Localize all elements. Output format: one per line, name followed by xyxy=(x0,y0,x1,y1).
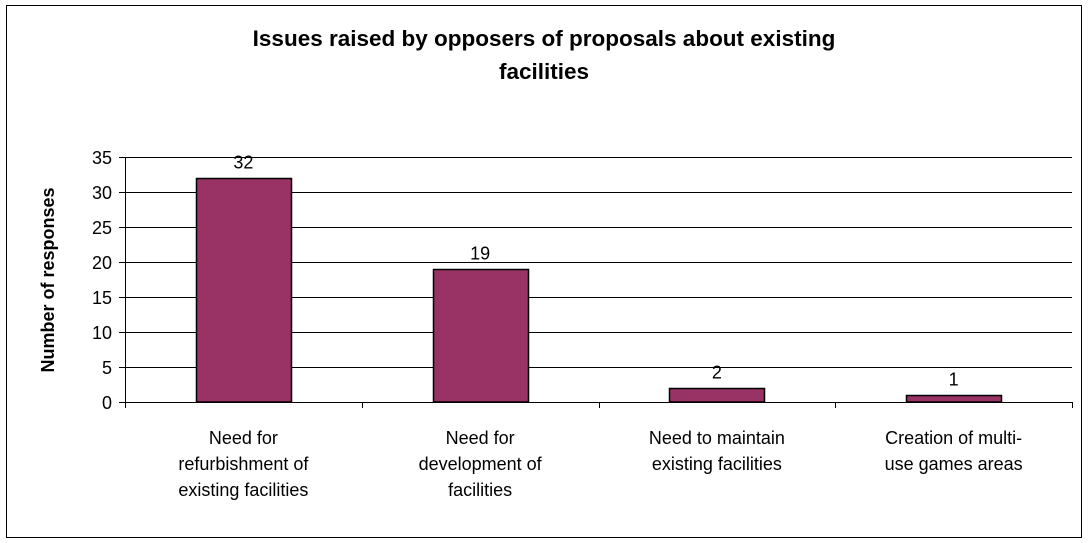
y-tick-label: 5 xyxy=(102,358,112,378)
x-category-label-line: development of xyxy=(418,454,542,474)
data-label: 19 xyxy=(470,244,490,264)
x-category-label: Need for development of facilities xyxy=(370,425,590,503)
y-tick-label: 10 xyxy=(92,323,112,343)
chart-frame xyxy=(6,5,1082,538)
data-label: 1 xyxy=(949,370,959,390)
chart-title-line-1: Issues raised by opposers of proposals a… xyxy=(252,26,836,51)
axes xyxy=(119,157,1073,408)
y-tick-label: 20 xyxy=(92,253,112,273)
x-category-label: Need for refurbishment of existing facilit… xyxy=(133,425,353,503)
bar xyxy=(432,268,530,403)
data-label: 2 xyxy=(712,363,722,383)
x-category-label: Creation of multi-use games areas xyxy=(844,425,1064,477)
chart-title: Issues raised by opposers of proposals a… xyxy=(0,22,1088,88)
x-category-label: Need to maintain existing facilities xyxy=(607,425,827,477)
bar xyxy=(668,387,766,403)
bar xyxy=(195,177,293,403)
y-axis-label: Number of responses xyxy=(38,187,58,372)
x-category-label-line: existing facilities xyxy=(178,480,309,500)
y-tick-label: 35 xyxy=(92,148,112,168)
y-tick-labels: 0 5 10 15 20 25 30 35 xyxy=(92,148,112,413)
x-category-label-line: refurbishment of xyxy=(178,454,309,474)
data-labels: 32 19 2 1 xyxy=(233,153,958,390)
x-category-label-line: Need to maintain xyxy=(648,428,785,448)
y-tick-label: 25 xyxy=(92,218,112,238)
chart-title-line-2: facilities xyxy=(498,59,590,84)
x-category-label-line: facilities xyxy=(448,480,513,500)
x-category-label-line: Need for xyxy=(208,428,278,448)
y-tick-label: 30 xyxy=(92,183,112,203)
x-category-label-line: Need for xyxy=(445,428,515,448)
x-category-label-line: existing facilities xyxy=(651,454,782,474)
y-tick-label: 0 xyxy=(102,393,112,413)
bar xyxy=(905,394,1003,403)
y-tick-label: 15 xyxy=(92,288,112,308)
x-category-label-line: Creation of multi- xyxy=(885,428,1023,448)
data-label: 32 xyxy=(233,153,253,173)
x-category-label-line: use games areas xyxy=(884,454,1023,474)
bars xyxy=(195,177,1003,403)
